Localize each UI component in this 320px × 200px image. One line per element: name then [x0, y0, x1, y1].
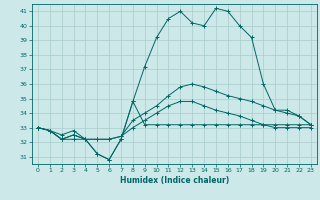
X-axis label: Humidex (Indice chaleur): Humidex (Indice chaleur) [120, 176, 229, 185]
